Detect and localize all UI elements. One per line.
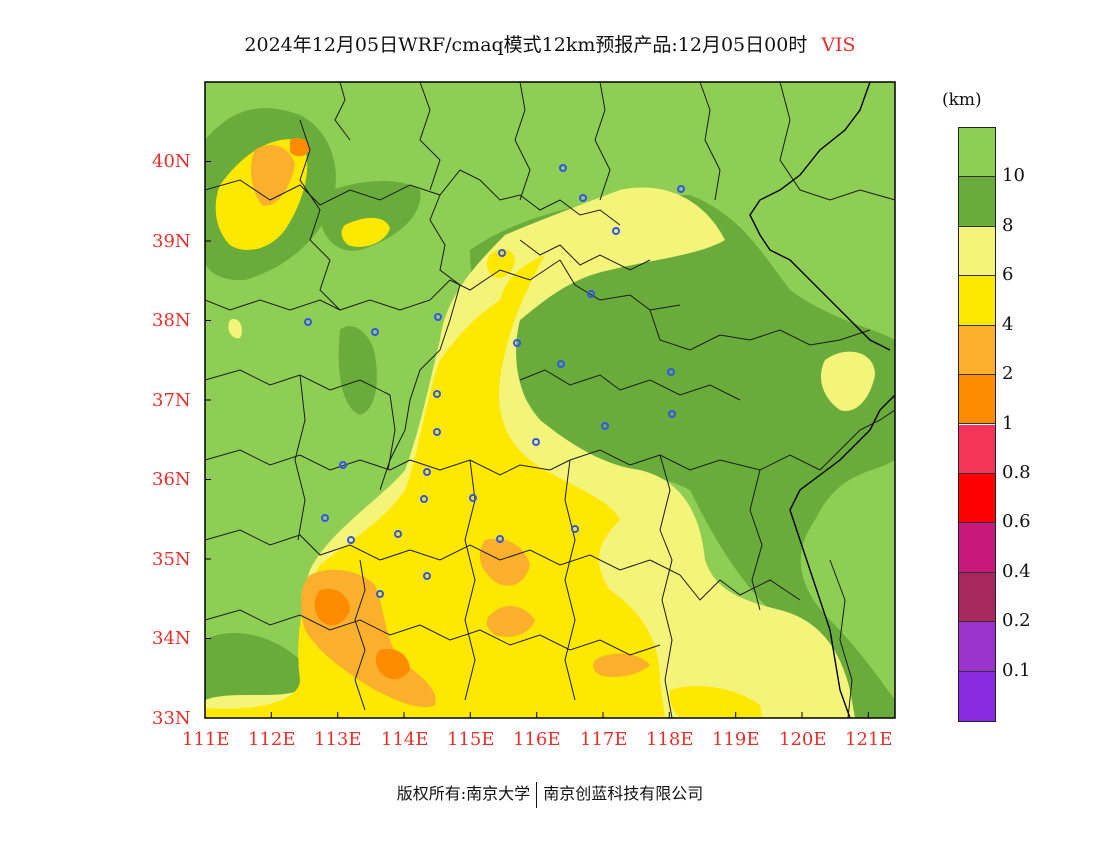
city-marker: [434, 313, 442, 321]
lon-label: 113E: [314, 729, 362, 750]
lat-label: 39N: [152, 231, 191, 252]
lon-label: 119E: [712, 729, 760, 750]
city-marker: [347, 536, 355, 544]
visibility-field: [205, 82, 895, 718]
city-marker: [667, 368, 675, 376]
city-marker: [339, 461, 347, 469]
legend-swatch: [959, 128, 995, 178]
city-marker: [677, 185, 685, 193]
axis-ticks: [204, 161, 869, 719]
copyright-left: 版权所有:南京大学: [396, 784, 531, 803]
lon-label: 120E: [779, 729, 827, 750]
city-marker: [420, 495, 428, 503]
copyright-separator: [536, 781, 538, 808]
legend-swatch: [959, 424, 995, 474]
city-marker: [496, 535, 504, 543]
lon-label: 116E: [513, 729, 561, 750]
city-marker: [498, 249, 506, 257]
legend-label: 6: [1002, 264, 1014, 286]
legend-swatch: [959, 325, 995, 376]
copyright: 版权所有:南京大学 南京创蓝科技有限公司: [0, 780, 1100, 808]
lat-label: 37N: [152, 390, 191, 411]
city-marker: [532, 438, 540, 446]
lat-label: 38N: [152, 310, 191, 331]
map-title: 2024年12月05日WRF/cmaq模式12km预报产品:12月05日00时 V…: [0, 30, 1100, 57]
lon-label: 112E: [248, 729, 296, 750]
copyright-right: 南京创蓝科技有限公司: [543, 784, 704, 803]
legend-swatch: [959, 276, 995, 326]
city-marker: [601, 422, 609, 430]
legend-label: 0.4: [1002, 560, 1031, 582]
city-marker: [371, 328, 379, 336]
city-marker: [394, 530, 402, 538]
lon-label: 111E: [182, 729, 230, 750]
city-marker: [571, 525, 579, 533]
lat-label: 34N: [152, 628, 191, 649]
city-markers: [304, 164, 685, 598]
legend-swatch: [959, 177, 995, 227]
legend-label: 0.2: [1002, 610, 1031, 632]
city-marker: [579, 194, 587, 202]
lon-label: 121E: [845, 729, 893, 750]
city-marker: [423, 572, 431, 580]
city-marker: [559, 164, 567, 172]
vis-8-10-zone: [470, 195, 895, 718]
legend-swatch: [959, 375, 995, 425]
legend-colorbar: [958, 127, 996, 722]
lon-label: 118E: [646, 729, 694, 750]
legend-label: 0.6: [1002, 511, 1031, 533]
legend-label: 0.1: [1002, 659, 1031, 681]
legend-label: 10: [1002, 165, 1025, 187]
city-marker: [612, 227, 620, 235]
city-marker: [513, 339, 521, 347]
city-marker: [433, 428, 441, 436]
city-marker: [668, 410, 676, 418]
legend-swatch: [959, 572, 995, 623]
legend-label: 4: [1002, 313, 1014, 335]
lat-label: 36N: [152, 469, 191, 490]
lon-label: 114E: [381, 729, 429, 750]
legend-swatch: [959, 622, 995, 672]
legend-label: 2: [1002, 363, 1014, 385]
lat-label: 35N: [152, 549, 191, 570]
title-main: 2024年12月05日WRF/cmaq模式12km预报产品:12月05日00时: [244, 34, 808, 56]
legend-label: 8: [1002, 214, 1014, 236]
legend-unit: (km): [942, 90, 982, 110]
lat-label: 33N: [152, 708, 191, 729]
coastline: [749, 82, 895, 718]
legend-swatch: [959, 671, 995, 721]
legend-label: 0.8: [1002, 461, 1031, 483]
lat-label: 40N: [152, 151, 191, 172]
city-marker: [423, 468, 431, 476]
city-marker: [304, 318, 312, 326]
city-marker: [469, 494, 477, 502]
city-marker: [376, 590, 384, 598]
city-marker: [557, 360, 565, 368]
city-marker: [321, 514, 329, 522]
legend-swatch: [959, 473, 995, 524]
lon-label: 117E: [580, 729, 628, 750]
legend-swatch: [959, 226, 995, 277]
legend-label: 1: [1002, 412, 1014, 434]
title-variable: VIS: [821, 34, 856, 56]
legend-swatch: [959, 523, 995, 573]
lon-label: 115E: [447, 729, 495, 750]
city-marker: [587, 290, 595, 298]
city-marker: [433, 390, 441, 398]
